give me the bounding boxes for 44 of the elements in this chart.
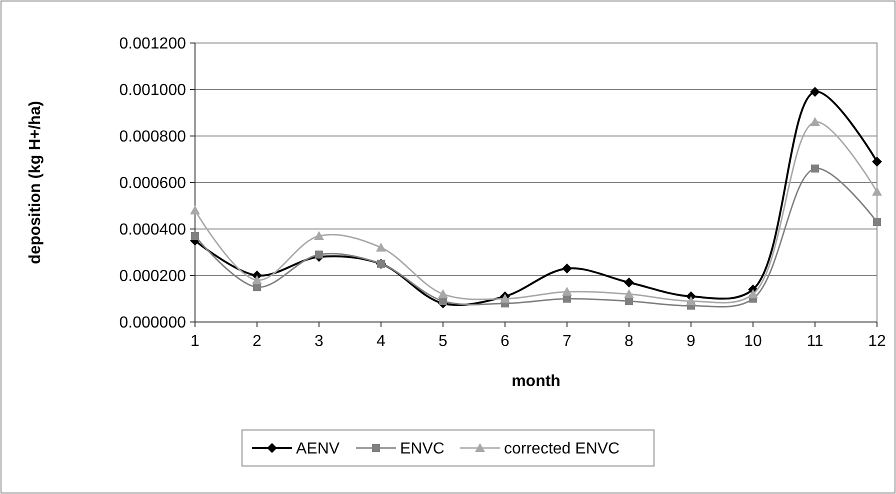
point (315, 250, 323, 259)
point (872, 156, 882, 167)
legend-label: AENV (296, 440, 340, 458)
point (624, 277, 634, 288)
point (872, 186, 882, 196)
point (562, 286, 572, 296)
point (810, 86, 820, 97)
point (811, 164, 819, 173)
point (252, 275, 262, 284)
point (686, 296, 696, 306)
y-tick-label: 0.000000 (119, 314, 186, 332)
y-tick-label: 0.001200 (119, 36, 186, 53)
y-tick-label: 0.000200 (119, 268, 186, 286)
x-tick-label: 8 (624, 333, 634, 350)
point (748, 289, 758, 298)
point (191, 232, 199, 240)
y-tick-label: 0.000800 (119, 128, 186, 146)
point (810, 117, 820, 126)
y-tick-label: 0.000600 (119, 175, 186, 192)
legend-label: ENVC (400, 440, 444, 458)
point (314, 230, 324, 240)
y-tick-label: 0.000400 (119, 222, 186, 239)
x-tick-label: 6 (500, 333, 510, 350)
legend-label: corrected ENVC (504, 440, 620, 458)
x-tick-label: 11 (806, 333, 824, 350)
x-tick-label: 1 (190, 333, 200, 350)
y-axis-title: deposition (kg H+/ha) (27, 100, 44, 264)
x-tick-label: 10 (744, 333, 762, 350)
x-tick-label: 2 (252, 333, 262, 350)
x-tick-label: 12 (868, 333, 886, 350)
point (624, 289, 634, 298)
point (190, 205, 200, 214)
point (438, 289, 448, 298)
point (376, 242, 386, 252)
y-tick-label: 0.001000 (119, 82, 186, 100)
point (873, 218, 881, 226)
x-tick-label: 9 (686, 333, 696, 350)
x-tick-label: 7 (562, 333, 572, 350)
x-axis-title: month (512, 373, 560, 390)
x-tick-label: 3 (314, 333, 324, 350)
x-tick-label: 5 (438, 333, 448, 350)
point (500, 294, 510, 303)
x-tick-label: 4 (376, 333, 386, 350)
point (562, 264, 572, 274)
